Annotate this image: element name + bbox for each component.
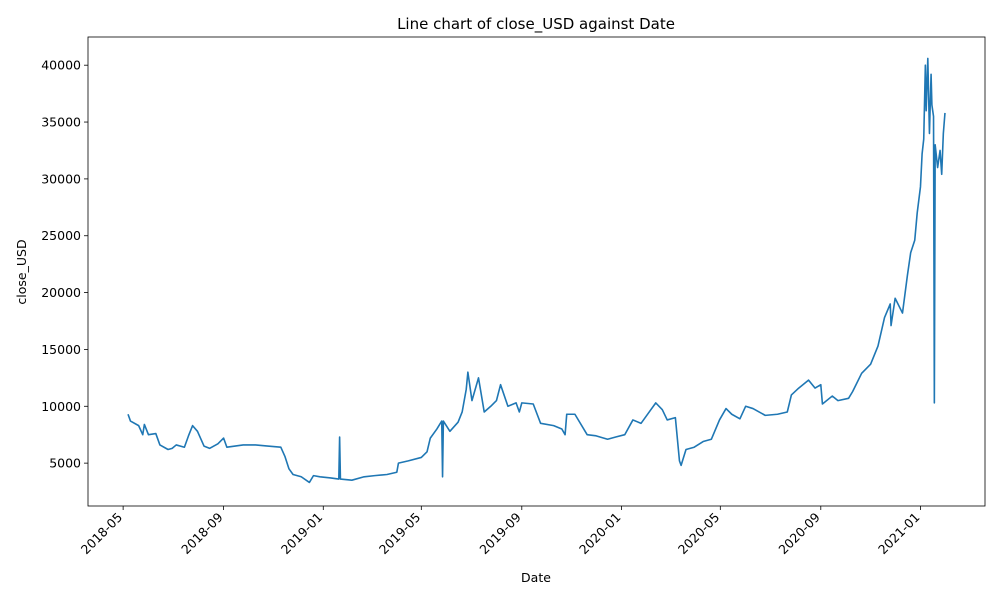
y-tick-label: 25000 xyxy=(41,228,81,243)
y-tick-label: 15000 xyxy=(41,342,81,357)
chart-title: Line chart of close_USD against Date xyxy=(397,15,675,34)
y-tick-label: 35000 xyxy=(41,115,81,130)
y-axis-label: close_USD xyxy=(14,239,29,304)
y-tick-label: 30000 xyxy=(41,171,81,186)
x-axis-label: Date xyxy=(521,570,551,585)
plot-frame xyxy=(87,36,986,507)
y-tick-label: 20000 xyxy=(41,285,81,300)
line-series xyxy=(127,57,946,484)
y-tick-label: 5000 xyxy=(49,456,81,471)
y-tick-label: 40000 xyxy=(41,58,81,73)
y-tick-label: 10000 xyxy=(41,399,81,414)
